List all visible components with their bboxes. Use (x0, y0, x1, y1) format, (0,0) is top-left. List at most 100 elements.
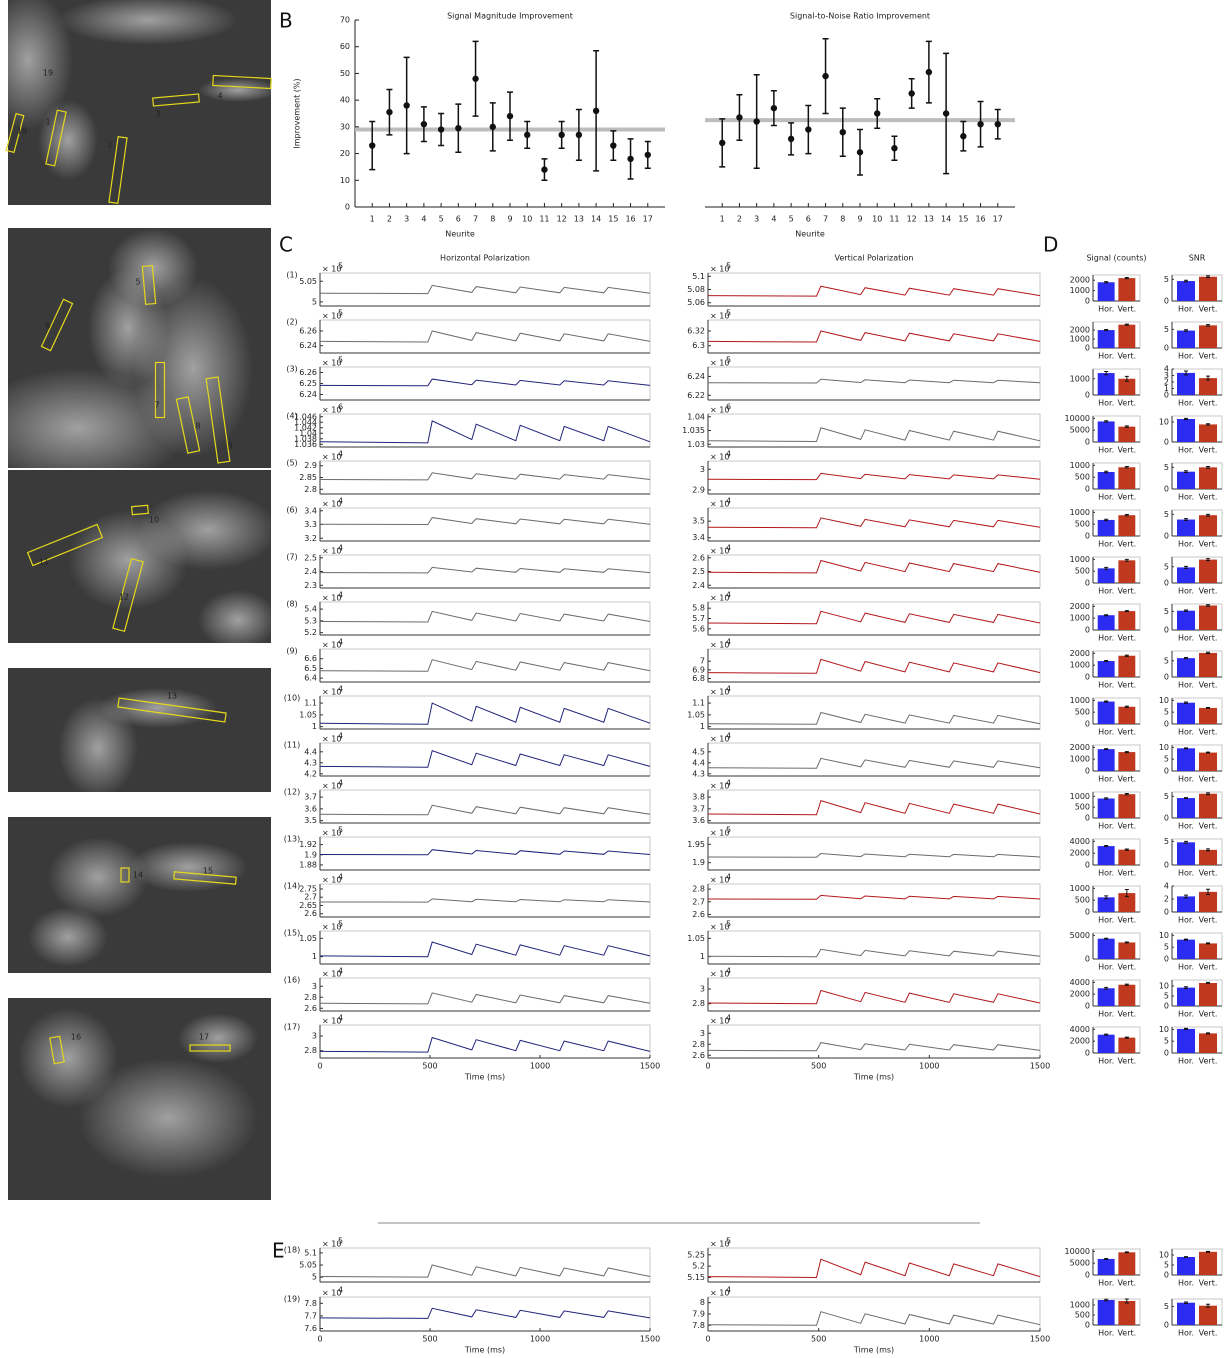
y-tick-label: 5 (1164, 755, 1169, 764)
y-tick-label: 500 (1075, 473, 1090, 482)
trace-line (707, 658, 1041, 674)
y-tick-label: 2000 (1070, 602, 1090, 611)
error-bar (1124, 375, 1129, 382)
y-tick-label: 2.8 (304, 993, 317, 1002)
bar (1097, 938, 1115, 959)
y-tick-label: 7.9 (692, 1310, 705, 1319)
y-tick-label: 4.5 (692, 747, 705, 756)
bar (1118, 1301, 1136, 1325)
roi-box (205, 376, 231, 464)
error-bar (1206, 465, 1210, 469)
scale-exponent: 4 (338, 967, 343, 976)
scale-exponent: 5 (338, 356, 343, 365)
y-tick-label: 10 (1159, 1025, 1169, 1034)
x-tick-label: 1500 (640, 1335, 660, 1344)
category-label: Vert. (1117, 352, 1136, 361)
category-label: Vert. (1117, 446, 1136, 455)
micrograph-glow (88, 268, 168, 388)
y-tick-label: 5.15 (687, 1273, 705, 1282)
scale-exponent: 5 (338, 309, 343, 318)
category-label: Vert. (1117, 1329, 1136, 1338)
y-tick-label: 0 (1085, 532, 1090, 541)
scale-base: × 10 (322, 735, 341, 744)
y-tick-label: 10 (1159, 1251, 1169, 1260)
y-tick-label: 0 (1085, 391, 1090, 400)
bar (1199, 1033, 1217, 1053)
mean-point (977, 120, 984, 128)
row-label: (13) (284, 835, 300, 844)
category-label: Vert. (1117, 869, 1136, 878)
scale-exponent: 4 (338, 497, 343, 506)
x-tick-label: 500 (811, 1335, 826, 1344)
scale-exponent: 4 (726, 967, 731, 976)
bar (1177, 330, 1195, 348)
y-tick-label: 1000 (1070, 792, 1090, 801)
category-label: Vert. (1117, 916, 1136, 925)
y-tick-label: 2.8 (304, 485, 317, 494)
y-tick-label: 1000 (1070, 696, 1090, 705)
mean-point (805, 126, 812, 133)
scale-base: × 10 (322, 1289, 341, 1298)
y-tick-label: 6.32 (687, 327, 705, 336)
y-tick-label: 0 (1085, 814, 1090, 823)
x-tick-label: 5 (789, 215, 794, 224)
y-tick-label: 1000 (1070, 461, 1090, 470)
micrograph-glow (78, 1058, 258, 1178)
error-bar (1124, 1298, 1129, 1304)
y-tick-label: 6.8 (692, 674, 705, 683)
y-tick-label: 0 (1085, 720, 1090, 729)
y-tick-label: 0 (1164, 767, 1169, 776)
scale-exponent: 4 (338, 685, 343, 694)
y-tick-label: 5 (312, 297, 317, 306)
micrograph: 10 11 12 (8, 470, 278, 650)
trace-frame (707, 507, 1041, 542)
bar (1177, 567, 1195, 583)
micrograph-glow (48, 837, 148, 917)
y-tick-label: 3 (700, 1029, 705, 1038)
y-tick-label: 2 (1164, 378, 1169, 387)
y-tick-label: 5 (312, 1273, 317, 1282)
y-tick-label: 1 (312, 952, 317, 961)
y-tick-label: 40 (340, 96, 350, 105)
error-bar (1184, 1301, 1188, 1304)
y-tick-label: 5.06 (687, 298, 705, 307)
column-title: Signal (counts) (1086, 254, 1146, 263)
trace-line (707, 330, 1041, 343)
category-label: Hor. (1098, 775, 1114, 784)
row-label: (10) (284, 694, 300, 703)
scale-base: × 10 (322, 265, 341, 274)
trace-frame (319, 601, 651, 636)
x-tick-label: 14 (591, 215, 601, 224)
trace-line (319, 472, 651, 481)
scale-exponent: 4 (726, 732, 731, 741)
y-tick-label: 10 (1159, 418, 1169, 427)
column-title: Horizontal Polarization (440, 254, 530, 263)
y-tick-label: 5 (1164, 792, 1169, 801)
roi-label: 7 (154, 401, 159, 410)
bar (1177, 842, 1195, 865)
category-label: Vert. (1117, 822, 1136, 831)
y-tick-label: 1000 (1070, 335, 1090, 344)
y-tick-label: 1000 (1070, 661, 1090, 670)
trace-line (319, 992, 651, 1005)
bar (1118, 515, 1136, 536)
x-tick-label: 13 (574, 215, 584, 224)
bar (1097, 1034, 1115, 1053)
micrograph-glow (38, 100, 98, 180)
y-tick-label: 20 (340, 149, 350, 158)
bar (1097, 615, 1115, 630)
category-label: Hor. (1098, 963, 1114, 972)
row-label: (1) (286, 271, 297, 280)
roi-box (152, 93, 200, 107)
error-bar (1124, 1036, 1129, 1039)
x-tick-label: 7 (823, 215, 828, 224)
scale-exponent: 5 (726, 262, 731, 271)
error-bar (1206, 275, 1210, 279)
category-label: Vert. (1199, 869, 1218, 878)
y-tick-label: 1000 (1070, 374, 1090, 383)
error-bar (1184, 565, 1188, 569)
y-tick-label: 5 (1164, 1037, 1169, 1046)
x-tick-label: 1 (720, 215, 725, 224)
category-label: Hor. (1178, 1329, 1194, 1338)
error-bar (1124, 466, 1129, 469)
